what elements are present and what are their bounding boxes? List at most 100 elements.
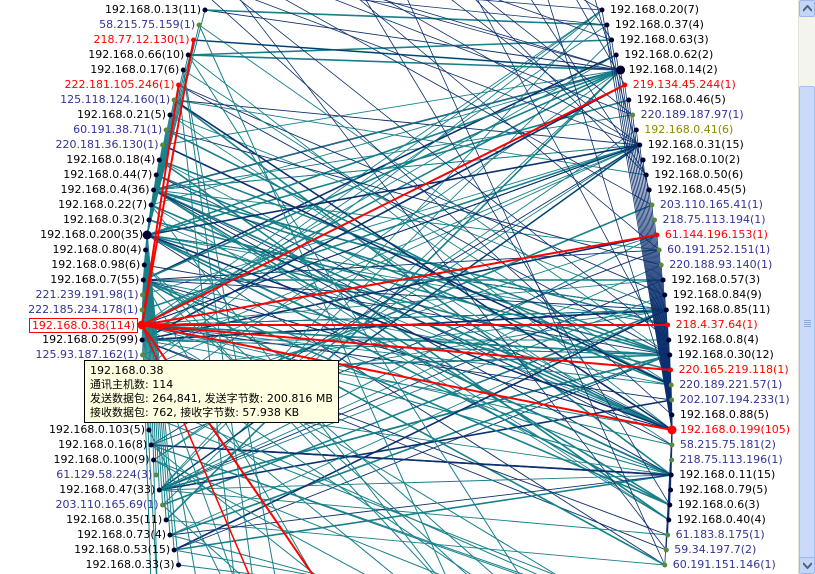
- right-node-label[interactable]: 59.34.197.7(2): [674, 543, 757, 556]
- right-node-label[interactable]: 220.189.187.97(1): [640, 108, 744, 121]
- right-node-dot: [626, 97, 632, 103]
- left-node-label[interactable]: 192.168.0.73(4): [76, 528, 166, 541]
- scroll-thumb[interactable]: [799, 86, 815, 564]
- left-node-dot: [153, 472, 159, 478]
- right-node-label[interactable]: 192.168.0.63(3): [619, 33, 709, 46]
- left-node-label[interactable]: 220.181.36.130(1): [55, 138, 159, 151]
- highlighted-edge: [141, 84, 626, 326]
- right-node-label[interactable]: 192.168.0.46(5): [636, 93, 726, 106]
- connection-edge: [150, 444, 520, 574]
- connection-edge: [240, 0, 667, 551]
- left-node-label[interactable]: 192.168.0.44(7): [63, 168, 153, 181]
- right-node-label[interactable]: 58.215.75.181(2): [679, 438, 776, 451]
- right-node-label[interactable]: 192.168.0.41(6): [644, 123, 734, 136]
- right-node-label[interactable]: 60.191.252.151(1): [667, 243, 771, 256]
- left-node-dot: [140, 352, 146, 358]
- left-node-label[interactable]: 192.168.0.22(7): [58, 198, 148, 211]
- left-node-label[interactable]: 125.93.187.162(1): [35, 348, 139, 361]
- right-node-label[interactable]: 202.107.194.233(1): [679, 393, 790, 406]
- right-node-dot: [630, 112, 636, 118]
- right-node-label[interactable]: 192.168.0.50(6): [654, 168, 744, 181]
- right-node-label[interactable]: 192.168.0.8(4): [676, 333, 759, 346]
- right-node-label[interactable]: 203.110.165.41(1): [659, 198, 763, 211]
- right-node-label[interactable]: 218.75.113.196(1): [679, 453, 783, 466]
- right-node-label[interactable]: 192.168.0.37(4): [614, 18, 704, 31]
- connection-edge: [141, 9, 603, 326]
- connection-edge: [486, 0, 633, 116]
- connection-edge: [198, 24, 446, 574]
- left-node-label[interactable]: 60.191.38.71(1): [73, 123, 163, 136]
- right-node-label[interactable]: 61.144.196.153(1): [664, 228, 768, 241]
- left-node-label[interactable]: 192.168.0.25(99): [42, 333, 139, 346]
- left-node-label[interactable]: 221.239.191.98(1): [35, 288, 139, 301]
- left-node-label[interactable]: 192.168.0.33(3): [85, 558, 175, 571]
- scroll-up-button[interactable]: [799, 0, 815, 17]
- right-node-label[interactable]: 192.168.0.10(2): [651, 153, 741, 166]
- right-node-label[interactable]: 192.168.0.88(5): [679, 408, 769, 421]
- right-node-label[interactable]: 60.191.151.146(1): [672, 558, 776, 571]
- left-node-dot: [196, 22, 202, 28]
- right-node-dot: [649, 202, 655, 208]
- right-node-label[interactable]: 192.168.0.62(2): [624, 48, 714, 61]
- left-node-label[interactable]: 192.168.0.53(15): [74, 543, 171, 556]
- right-node-label[interactable]: 218.4.37.64(1): [675, 318, 758, 331]
- connection-graph-canvas[interactable]: 192.168.0.13(11) 58.215.75.159(1) 218.77.1…: [0, 0, 798, 574]
- left-node-label[interactable]: 192.168.0.4(36): [60, 183, 150, 196]
- left-node-label[interactable]: 192.168.0.21(5): [76, 108, 166, 121]
- right-node-dot: [666, 337, 672, 343]
- right-node-label[interactable]: 218.75.113.194(1): [662, 213, 766, 226]
- right-node-label[interactable]: 192.168.0.45(5): [657, 183, 747, 196]
- left-node-label[interactable]: 203.110.165.69(1): [55, 498, 159, 511]
- connection-edge: [174, 99, 640, 146]
- right-node-dot: [599, 7, 605, 13]
- left-node-label[interactable]: 192.168.0.200(35): [40, 228, 144, 241]
- scroll-down-button[interactable]: [799, 557, 815, 574]
- right-node-label[interactable]: 192.168.0.57(3): [671, 273, 761, 286]
- right-node-label[interactable]: 192.168.0.199(105): [680, 423, 791, 436]
- left-node-label[interactable]: 192.168.0.35(11): [66, 513, 163, 526]
- left-node-label[interactable]: 192.168.0.7(55): [50, 273, 140, 286]
- right-node-label[interactable]: 220.188.93.140(1): [669, 258, 773, 271]
- right-node-label[interactable]: 220.189.221.57(1): [679, 378, 783, 391]
- right-node-label[interactable]: 192.168.0.31(15): [647, 138, 744, 151]
- left-node-label[interactable]: 222.185.234.178(1): [28, 303, 139, 316]
- left-node-label[interactable]: 192.168.0.80(4): [52, 243, 142, 256]
- right-node-dot: [637, 142, 643, 148]
- left-node-label[interactable]: 192.168.0.66(10): [88, 48, 185, 61]
- right-node-label[interactable]: 219.134.45.244(1): [632, 78, 736, 91]
- left-node-label[interactable]: 192.168.0.98(6): [51, 258, 141, 271]
- right-node-label[interactable]: 192.168.0.11(15): [679, 468, 776, 481]
- connection-edge: [407, 0, 666, 566]
- left-node-label[interactable]: 192.168.0.17(6): [90, 63, 180, 76]
- left-node-label[interactable]: 222.181.105.246(1): [64, 78, 175, 91]
- right-node-label[interactable]: 192.168.0.20(7): [610, 3, 700, 16]
- vertical-scrollbar[interactable]: [798, 0, 815, 574]
- right-node-dot: [663, 307, 669, 313]
- left-node-label[interactable]: 192.168.0.18(4): [66, 153, 156, 166]
- left-node-label[interactable]: 192.168.0.38(114): [28, 318, 138, 333]
- right-node-label[interactable]: 61.183.8.175(1): [675, 528, 765, 541]
- right-node-label[interactable]: 192.168.0.79(5): [678, 483, 768, 496]
- connection-edge: [162, 504, 241, 574]
- right-node-label[interactable]: 192.168.0.30(12): [677, 348, 774, 361]
- right-node-label[interactable]: 192.168.0.14(2): [628, 63, 718, 76]
- left-node-label[interactable]: 192.168.0.100(9): [53, 453, 150, 466]
- left-node-label[interactable]: 192.168.0.3(2): [62, 213, 145, 226]
- left-node-label[interactable]: 192.168.0.103(5): [48, 423, 145, 436]
- connection-edge: [141, 9, 603, 341]
- connection-edge: [159, 294, 665, 491]
- left-node-dot: [148, 442, 154, 448]
- right-node-label[interactable]: 192.168.0.6(3): [677, 498, 760, 511]
- right-node-label[interactable]: 220.165.219.118(1): [678, 363, 789, 376]
- left-node-label[interactable]: 192.168.0.16(8): [58, 438, 148, 451]
- right-node-label[interactable]: 192.168.0.84(9): [672, 288, 762, 301]
- right-node-label[interactable]: 192.168.0.85(11): [674, 303, 771, 316]
- right-node-dot: [616, 65, 626, 75]
- left-node-label[interactable]: 192.168.0.47(33): [59, 483, 156, 496]
- left-node-label[interactable]: 125.118.124.160(1): [60, 93, 171, 106]
- left-node-label[interactable]: 58.215.75.159(1): [99, 18, 196, 31]
- right-node-label[interactable]: 192.168.0.40(4): [676, 513, 766, 526]
- left-node-label[interactable]: 218.77.12.130(1): [93, 33, 190, 46]
- left-node-label[interactable]: 61.129.58.224(3): [56, 468, 153, 481]
- left-node-label[interactable]: 192.168.0.13(11): [104, 3, 201, 16]
